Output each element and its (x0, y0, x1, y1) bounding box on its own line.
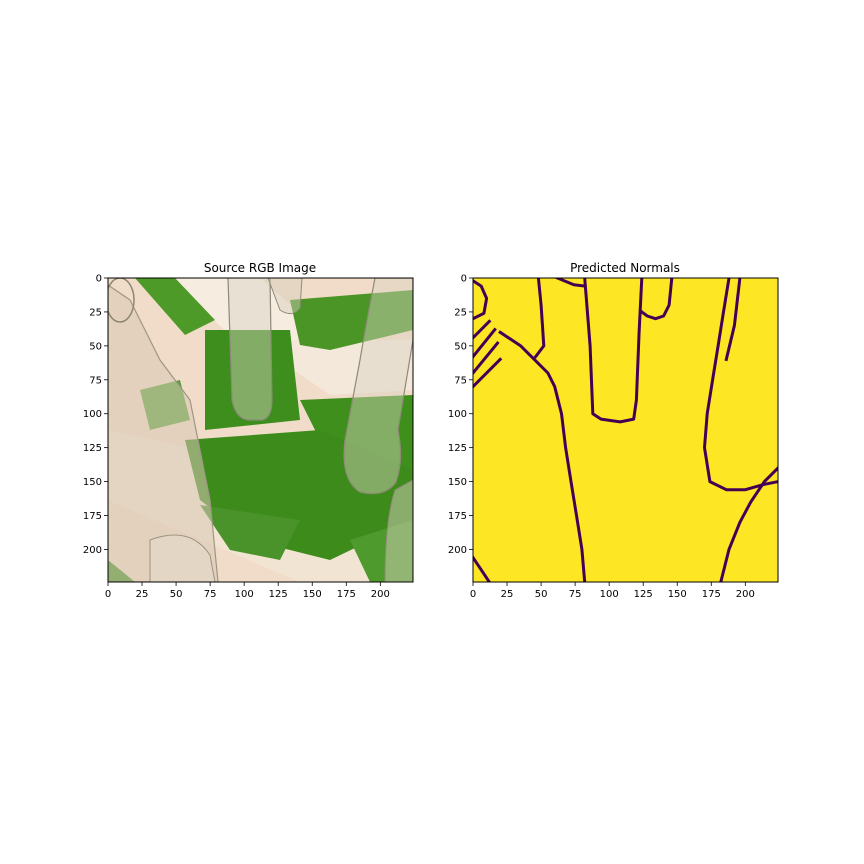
y-tick-label: 200 (448, 545, 467, 556)
y-tick-label: 75 (454, 375, 467, 386)
edge-contour (473, 555, 492, 582)
x-tick-label: 175 (702, 589, 721, 600)
x-tick-label: 25 (501, 589, 514, 600)
x-tick-label: 150 (303, 589, 322, 600)
left-axes-frame (107, 277, 414, 583)
source-rgb-image (108, 278, 413, 582)
y-tick-label: 25 (89, 307, 102, 318)
edge-contour (719, 465, 778, 582)
x-tick-label: 50 (535, 589, 548, 600)
x-tick-label: 200 (371, 589, 390, 600)
edge-contour (583, 278, 644, 424)
y-tick-label: 200 (83, 545, 102, 556)
x-tick-label: 125 (634, 589, 653, 600)
y-tick-label: 150 (83, 477, 102, 488)
x-tick-label: 125 (269, 589, 288, 600)
y-tick-label: 175 (448, 511, 467, 522)
right-axes-frame (472, 277, 779, 583)
edge-contour (555, 278, 587, 288)
x-tick-label: 150 (668, 589, 687, 600)
y-tick-label: 0 (96, 274, 102, 285)
right-axes-ticks: 0 25 50 75 100 125 150 175 200 0 25 50 75 100 125 150 17… (448, 274, 755, 601)
edge-contour (703, 278, 778, 492)
edge-contour (724, 278, 742, 362)
y-tick-label: 75 (89, 375, 102, 386)
x-tick-label: 175 (337, 589, 356, 600)
x-tick-label: 100 (235, 589, 254, 600)
x-tick-label: 0 (470, 589, 476, 600)
y-tick-label: 150 (448, 477, 467, 488)
y-tick-label: 25 (454, 307, 467, 318)
edge-contour (473, 340, 500, 376)
x-tick-label: 0 (105, 589, 111, 600)
edge-contour (533, 278, 546, 359)
x-tick-label: 75 (569, 589, 582, 600)
edge-contour (498, 330, 587, 582)
edge-contour (473, 327, 497, 359)
left-subplot: Source RGB Image 0 25 (83, 261, 414, 601)
edge-contours (473, 278, 778, 582)
y-tick-label: 0 (461, 274, 467, 285)
edge-contour (473, 278, 489, 321)
edge-contour (639, 278, 674, 321)
y-tick-label: 125 (83, 443, 102, 454)
x-tick-label: 25 (136, 589, 149, 600)
x-tick-label: 50 (170, 589, 183, 600)
y-tick-label: 50 (89, 341, 102, 352)
y-tick-label: 125 (448, 443, 467, 454)
y-tick-label: 100 (448, 409, 467, 420)
y-tick-label: 50 (454, 341, 467, 352)
normals-heatmap (473, 278, 778, 582)
right-subplot: Predicted Normals 0 25 50 75 100 125 150 175 200… (448, 261, 779, 601)
edge-contour (473, 319, 492, 340)
x-tick-label: 100 (600, 589, 619, 600)
right-subplot-title: Predicted Normals (570, 261, 680, 275)
left-axes-ticks: 0 25 50 75 100 125 150 175 200 0 25 50 75 100 125 150 17… (83, 274, 390, 601)
left-subplot-title: Source RGB Image (204, 261, 316, 275)
y-tick-label: 100 (83, 409, 102, 420)
edge-contour (473, 357, 503, 389)
y-tick-label: 175 (83, 511, 102, 522)
x-tick-label: 75 (204, 589, 217, 600)
x-tick-label: 200 (736, 589, 755, 600)
heatmap-background (473, 278, 778, 582)
